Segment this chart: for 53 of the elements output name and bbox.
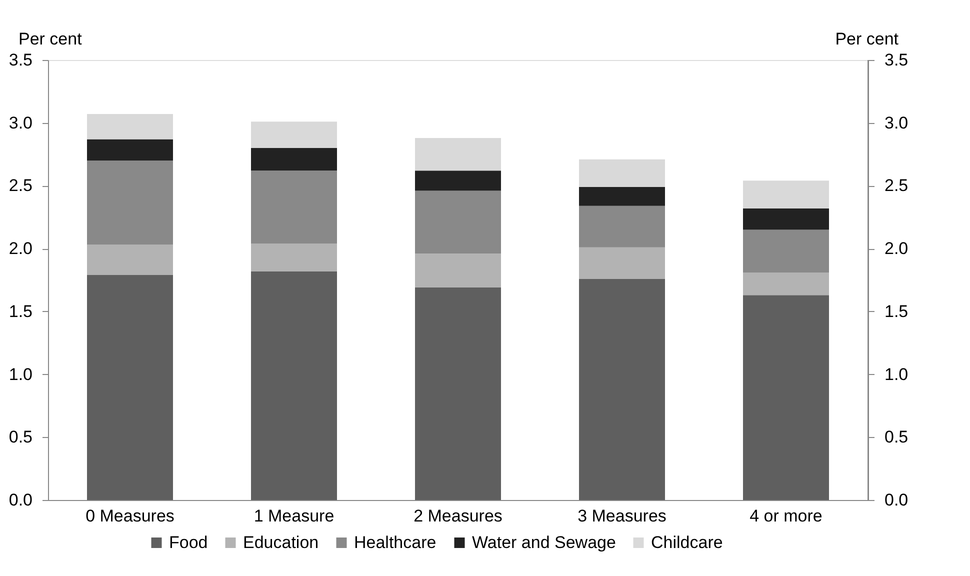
bar [251,148,337,171]
bar [579,278,665,500]
bar [87,114,173,140]
legend-label: Healthcare [354,532,436,552]
bar [743,208,829,230]
y2-axis-title: Per cent [835,30,899,48]
bar [743,230,829,272]
y2-tick-label: 0.0 [884,490,908,510]
y-tick-label: 2.0 [8,239,32,258]
y-tick-label: 1.0 [8,364,32,384]
y-tick-label: 3.5 [8,50,32,70]
bar [579,247,665,279]
bar [415,138,501,171]
bar [415,288,501,500]
bar [251,244,337,272]
bar [579,206,665,248]
y2-tick-label: 3.0 [884,113,908,132]
bar [251,122,337,148]
x-tick-label: 3 Measures [578,506,666,526]
y2-tick-label: 3.5 [884,50,908,70]
y-tick-label: 0.5 [8,428,32,447]
bar [415,190,501,254]
legend-label: Education [243,532,319,552]
bar [579,186,665,206]
y2-tick-label: 1.0 [884,364,908,384]
x-tick-label: 0 Measures [86,506,174,526]
bar [579,159,665,187]
bar [415,254,501,288]
bar [743,272,829,296]
bar [87,160,173,245]
bar [251,271,337,500]
bar [87,244,173,275]
x-tick-label: 4 or more [750,506,822,526]
y2-tick-label: 0.5 [884,428,908,447]
y2-tick-label: 2.0 [884,239,908,258]
y-tick-label: 3.0 [8,113,32,132]
x-tick-label: 2 Measures [414,506,502,526]
legend-label: Water and Sewage [472,532,616,552]
x-tick-label: 1 Measure [254,506,334,526]
y-axis-title: Per cent [18,30,82,48]
bar [87,274,173,500]
bar [743,180,829,208]
bar [251,170,337,244]
bar [415,170,501,191]
y2-tick-label: 1.5 [884,302,908,321]
y-tick-label: 1.5 [8,302,32,321]
bar [743,295,829,500]
bar [87,139,173,161]
y-tick-label: 0.0 [8,490,32,510]
y2-tick-label: 2.5 [884,176,908,196]
legend-label: Food [169,532,208,552]
legend-label: Childcare [651,532,723,552]
y-tick-label: 2.5 [8,176,32,196]
